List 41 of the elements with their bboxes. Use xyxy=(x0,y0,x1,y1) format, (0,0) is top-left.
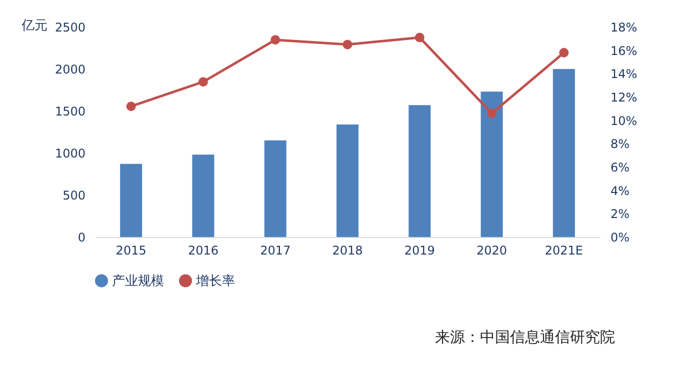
bar xyxy=(120,164,142,237)
x-tick-label: 2015 xyxy=(116,244,146,258)
point xyxy=(487,108,497,118)
y2-tick-label: 16% xyxy=(610,44,638,58)
point xyxy=(270,35,280,45)
bar xyxy=(480,92,503,237)
y2-tick-label: 12% xyxy=(610,90,638,104)
x-tick-label: 2018 xyxy=(332,244,363,258)
point xyxy=(559,48,569,58)
x-tick-label: 2020 xyxy=(476,244,508,258)
legend-label: 产业规模 xyxy=(112,274,164,289)
x-tick-label: 2016 xyxy=(188,244,218,258)
point xyxy=(342,40,352,50)
bar xyxy=(408,105,431,237)
y-tick-label: 1500 xyxy=(54,104,86,118)
y2-tick-label: 2% xyxy=(610,207,630,222)
x-tick-label: 2019 xyxy=(404,244,435,258)
bar xyxy=(552,69,575,237)
legend-label: 增长率 xyxy=(195,272,235,289)
point xyxy=(126,102,136,112)
point xyxy=(414,32,424,42)
bar xyxy=(336,124,358,237)
source-note: 来源：中国信息通信研究院 xyxy=(435,328,615,347)
y2-tick-label: 4% xyxy=(610,184,630,198)
x-tick-label: 2021E xyxy=(544,244,583,258)
y-axis-title: 亿元 xyxy=(20,18,48,34)
point xyxy=(198,77,208,87)
y2-tick-label: 8% xyxy=(610,137,630,152)
y-tick-label: 500 xyxy=(62,188,86,202)
y2-tick-label: 14% xyxy=(610,67,638,82)
y-tick-label: 1000 xyxy=(54,146,86,160)
bar xyxy=(264,140,286,237)
bar xyxy=(192,154,214,237)
y-tick-label: 0 xyxy=(78,230,86,244)
x-tick-label: 2017 xyxy=(260,244,291,258)
y2-tick-label: 6% xyxy=(610,160,630,174)
y2-tick-label: 0% xyxy=(610,230,630,244)
y2-tick-label: 18% xyxy=(610,20,638,34)
y-tick-label: 2500 xyxy=(54,20,86,34)
y-tick-label: 2000 xyxy=(54,62,86,76)
y2-tick-label: 10% xyxy=(610,114,638,128)
